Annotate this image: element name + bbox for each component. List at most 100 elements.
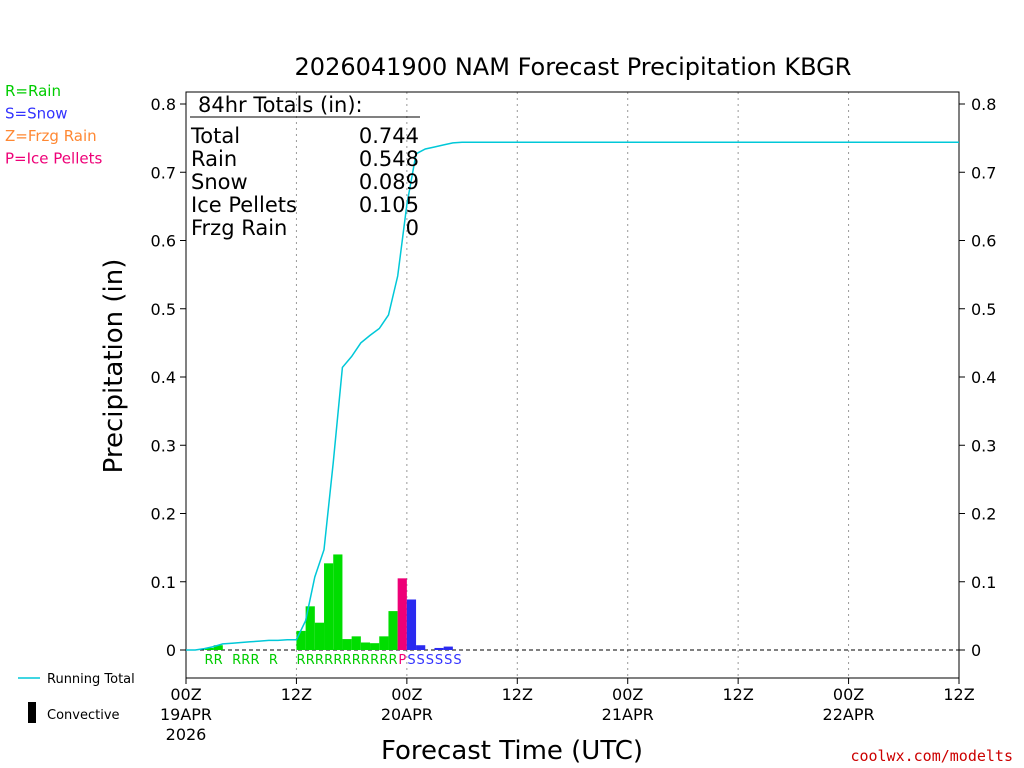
ptype-legend-item: P=Ice Pellets (5, 150, 102, 168)
y-axis-label: Precipitation (in) (99, 259, 129, 474)
y-left-tick-label: 0.1 (151, 573, 176, 592)
ptype-marker-15h: R (315, 653, 324, 668)
totals-box: 84hr Totals (in): Total 0.744 Rain 0.548 Snow… (190, 93, 420, 240)
x-tick-time: 00Z (170, 685, 201, 704)
precip-bar-22h (379, 636, 389, 650)
y-left-tick-label: 0.8 (151, 95, 176, 114)
ptype-marker-6h: R (232, 653, 241, 668)
totals-row-label: Snow (191, 170, 248, 194)
ptype-legend-item: S=Snow (5, 105, 68, 123)
ptype-marker-16h: R (324, 653, 333, 668)
ptype-marker-18h: R (343, 653, 352, 668)
totals-row-label: Rain (191, 147, 237, 171)
y-right-tick-label: 0.3 (971, 436, 996, 455)
convective-legend-swatch (28, 702, 36, 723)
ptype-marker-19h: R (352, 653, 361, 668)
y-right-tick-label: 0.4 (971, 368, 996, 387)
credit-text: coolwx.com/modelts (850, 747, 1013, 765)
x-tick-date: 21APR (602, 705, 654, 724)
convective-legend-label: Convective (47, 708, 120, 723)
precip-bar-19h (351, 636, 361, 650)
totals-row-value: 0.089 (359, 170, 419, 194)
ptype-marker-13h: R (297, 653, 306, 668)
precip-bar-21h (370, 643, 380, 650)
totals-row-label: Ice Pellets (191, 193, 297, 217)
precip-bar-3h (204, 647, 214, 650)
totals-row-value: 0.744 (359, 124, 419, 148)
y-right-tick-label: 0.5 (971, 300, 996, 319)
precip-bar-18h (342, 639, 352, 650)
y-right-tick-label: 0.6 (971, 232, 996, 251)
ptype-legend-item: Z=Frzg Rain (5, 127, 97, 145)
y-left-tick-label: 0.7 (151, 163, 176, 182)
bars (204, 554, 453, 650)
ptype-marker-20h: R (361, 653, 370, 668)
y-right-tick-label: 0.2 (971, 505, 996, 524)
plot-frame (185, 91, 960, 679)
totals-row-value: 0 (406, 216, 419, 240)
running-total-line (186, 141, 959, 651)
y-right-tick-label: 0.7 (971, 163, 996, 182)
totals-row-label: Frzg Rain (191, 216, 287, 240)
x-axis-label: Forecast Time (UTC) (381, 736, 643, 766)
ptype-marker-30h: S (453, 653, 461, 668)
ptype-marker-27h: S (426, 653, 434, 668)
y-left-tick-label: 0 (166, 641, 176, 660)
y-right-tick-label: 0.1 (971, 573, 996, 592)
precip-bar-16h (324, 563, 334, 650)
precip-bar-25h (406, 599, 417, 650)
precip-bar-14h (305, 606, 315, 650)
precip-bar-13h (296, 630, 306, 650)
x-tick-date: 19APR (160, 705, 212, 724)
x-tick-time: 12Z (722, 685, 753, 704)
precip-bar-26h (416, 645, 426, 650)
chart-title: 2026041900 NAM Forecast Precipitation KB… (295, 53, 852, 81)
running-total-legend-label: Running Total (47, 672, 135, 687)
totals-row-label: Total (190, 124, 240, 148)
y-left-tick-label: 0.4 (151, 368, 176, 387)
x-tick-time: 12Z (943, 685, 974, 704)
totals-row-value: 0.105 (359, 193, 419, 217)
gridlines (295, 92, 850, 678)
ptype-marker-28h: S (435, 653, 443, 668)
y-right-tick-label: 0.8 (971, 95, 996, 114)
y-right-tick-label: 0 (971, 641, 981, 660)
ptype-marker-22h: R (379, 653, 388, 668)
ptype-marker-23h: R (389, 653, 398, 668)
x-tick-time: 00Z (391, 685, 422, 704)
precip-bar-28h (434, 647, 444, 650)
precip-bar-24h (397, 578, 407, 650)
x-tick-time: 00Z (833, 685, 864, 704)
ptype-marker-17h: R (333, 653, 342, 668)
totals-row-value: 0.548 (359, 147, 419, 171)
ptype-marker-14h: R (306, 653, 315, 668)
ptype-marker-29h: S (444, 653, 452, 668)
ptype-marker-21h: R (370, 653, 379, 668)
y-left-tick-label: 0.6 (151, 232, 176, 251)
y-axis-left: 0 0.1 0.2 0.3 0.4 0.5 0.6 0.7 0.8 (151, 95, 186, 660)
totals-header: 84hr Totals (in): (198, 93, 363, 117)
ptype-marker-10h: R (269, 653, 278, 668)
ptype-marker-8h: R (250, 653, 259, 668)
precip-bar-4h (213, 645, 223, 650)
x-tick-year: 2026 (166, 725, 207, 744)
precip-bar-17h (333, 554, 343, 650)
ptype-legend: R=Rain S=Snow Z=Frzg Rain P=Ice Pellets (5, 82, 102, 168)
x-tick-time: 00Z (612, 685, 643, 704)
x-tick-date: 20APR (381, 705, 433, 724)
series-legend: Running Total Convective (18, 672, 135, 723)
y-left-tick-label: 0.2 (151, 505, 176, 524)
ptype-marker-24h: P (398, 653, 406, 668)
precip-bar-20h (360, 642, 371, 650)
precip-bar-23h (388, 611, 398, 650)
precip-bar-15h (314, 622, 325, 650)
x-tick-time: 12Z (502, 685, 533, 704)
y-axis-right: 0 0.1 0.2 0.3 0.4 0.5 0.6 0.7 0.8 (959, 95, 996, 660)
ptype-marker-25h: S (407, 653, 415, 668)
ptype-marker-7h: R (241, 653, 250, 668)
x-tick-time: 12Z (281, 685, 312, 704)
ptype-marker-4h: R (214, 653, 223, 668)
